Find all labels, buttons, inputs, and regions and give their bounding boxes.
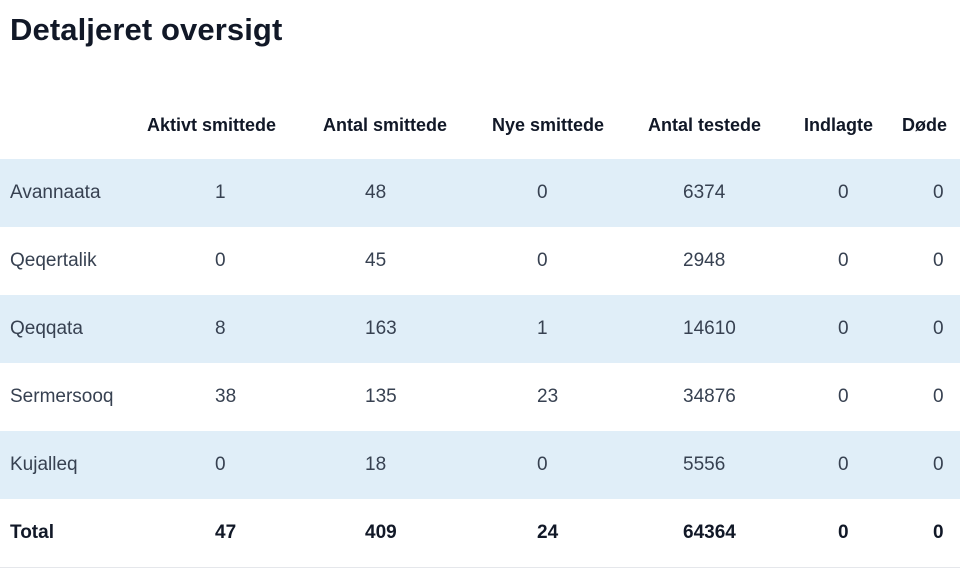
cell-active-infected: 8	[137, 295, 307, 363]
cell-total-infected: 163	[307, 295, 482, 363]
cell-deaths: 0	[896, 227, 960, 295]
table-row: Qeqertalik 0 45 0 2948 0 0	[0, 227, 960, 295]
table-row: Avannaata 1 48 0 6374 0 0	[0, 159, 960, 227]
total-label: Total	[0, 499, 137, 568]
cell-tested: 6374	[632, 159, 794, 227]
cell-tested: 14610	[632, 295, 794, 363]
cell-active-infected: 1	[137, 159, 307, 227]
cell-new-infected: 23	[482, 363, 632, 431]
cell-deaths: 0	[896, 363, 960, 431]
cell-new-infected: 1	[482, 295, 632, 363]
region-name: Sermersooq	[0, 363, 137, 431]
total-deaths: 0	[896, 499, 960, 568]
cell-total-infected: 48	[307, 159, 482, 227]
table-row: Sermersooq 38 135 23 34876 0 0	[0, 363, 960, 431]
region-name: Avannaata	[0, 159, 137, 227]
cell-new-infected: 0	[482, 159, 632, 227]
overview-table: Aktivt smittede Antal smittede Nye smitt…	[0, 92, 960, 568]
region-name: Kujalleq	[0, 431, 137, 499]
cell-tested: 34876	[632, 363, 794, 431]
cell-deaths: 0	[896, 295, 960, 363]
column-header-total-infected[interactable]: Antal smittede	[323, 115, 448, 135]
cell-new-infected: 0	[482, 431, 632, 499]
total-tested: 64364	[632, 499, 794, 568]
region-name: Qeqertalik	[0, 227, 137, 295]
region-name: Qeqqata	[0, 295, 137, 363]
total-active-infected: 47	[137, 499, 307, 568]
total-hospitalized: 0	[794, 499, 896, 568]
cell-tested: 2948	[632, 227, 794, 295]
cell-hospitalized: 0	[794, 363, 896, 431]
cell-deaths: 0	[896, 431, 960, 499]
column-header-tested[interactable]: Antal testede	[648, 115, 762, 135]
cell-tested: 5556	[632, 431, 794, 499]
cell-active-infected: 0	[137, 227, 307, 295]
cell-new-infected: 0	[482, 227, 632, 295]
table-row: Qeqqata 8 163 1 14610 0 0	[0, 295, 960, 363]
overview-table-container: Aktivt smittede Antal smittede Nye smitt…	[0, 92, 960, 568]
total-total-infected: 409	[307, 499, 482, 568]
cell-hospitalized: 0	[794, 431, 896, 499]
cell-total-infected: 45	[307, 227, 482, 295]
cell-active-infected: 38	[137, 363, 307, 431]
column-header-deaths[interactable]: Døde	[902, 115, 947, 135]
cell-hospitalized: 0	[794, 295, 896, 363]
page-title: Detaljeret oversigt	[10, 12, 283, 47]
column-header-active-infected[interactable]: Aktivt smittede	[147, 115, 277, 135]
table-row: Kujalleq 0 18 0 5556 0 0	[0, 431, 960, 499]
total-row: Total 47 409 24 64364 0 0	[0, 499, 960, 568]
cell-total-infected: 135	[307, 363, 482, 431]
table-header-row: Aktivt smittede Antal smittede Nye smitt…	[0, 92, 960, 159]
column-header-hospitalized[interactable]: Indlagte	[804, 115, 874, 135]
column-header-region	[0, 92, 137, 159]
cell-hospitalized: 0	[794, 159, 896, 227]
total-new-infected: 24	[482, 499, 632, 568]
column-header-new-infected[interactable]: Nye smittede	[492, 115, 605, 135]
cell-active-infected: 0	[137, 431, 307, 499]
cell-deaths: 0	[896, 159, 960, 227]
cell-hospitalized: 0	[794, 227, 896, 295]
cell-total-infected: 18	[307, 431, 482, 499]
